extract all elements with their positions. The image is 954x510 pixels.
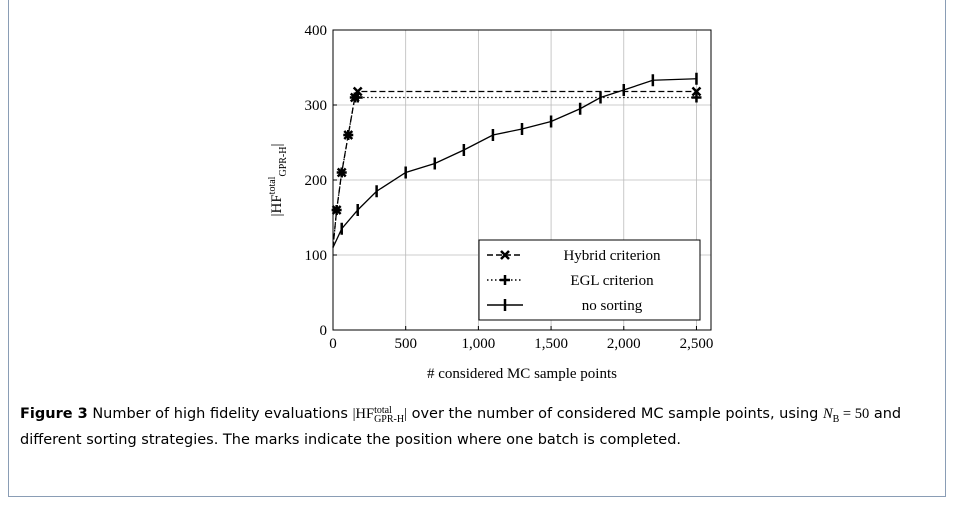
caption-label: Figure 3 [20,406,88,422]
legend-label: EGL criterion [570,273,654,289]
batch-marker [336,167,347,178]
x-tick-label: 0 [329,336,337,352]
math-base: |HF [352,406,375,422]
caption-text: over the number of considered MC sample … [411,406,819,422]
x-axis-label: # considered MC sample points [427,366,617,382]
figure-frame [8,0,946,497]
x-tick-label: 500 [394,336,417,352]
y-tick-label: 0 [320,323,328,339]
chart: 0 500 1,000 1,500 2,000 2,500 0 100 200 300 400 # c… [267,23,714,382]
legend-marker [500,250,510,260]
batch-marker [331,205,342,215]
series-line [332,78,697,248]
legend-marker [500,275,510,285]
math-end: | [404,406,407,422]
caption-math: NB = 50 [822,406,870,425]
batch-marker [352,92,363,103]
caption-text: and different sorting strategies. The ma… [20,406,902,448]
y-tick-label: 100 [305,248,328,264]
y-tick-label: 200 [305,173,328,189]
batch-marker [691,92,702,103]
y-label-sub: GPR-H [278,147,289,177]
x-tick-label: 1,500 [534,336,568,352]
math-end: = 50 [839,406,870,422]
x-tick-label: 2,000 [607,336,641,352]
y-label-base: |HF [269,194,285,216]
batch-marker [691,86,702,97]
math-sub: GPR-H [374,413,405,425]
math-sup: total [374,404,392,416]
batch-marker [343,130,354,140]
math-base: N [822,406,833,422]
y-label-end: | [269,144,285,147]
plot-frame [332,29,712,331]
legend-label: no sorting [582,298,643,314]
series-line [332,90,697,248]
math-sub: B [832,413,840,425]
y-label-sup: total [267,176,278,194]
legend-label: Hybrid criterion [563,248,661,264]
caption-text: Number of high fidelity evaluations [92,406,348,422]
y-tick-label: 300 [305,98,328,114]
series-line [332,96,697,248]
math-stack: total GPR-H [374,404,405,425]
x-tick-label: 1,000 [462,336,496,352]
caption-math: |HFtotal GPR-H| [352,404,407,425]
x-tick-label: 2,500 [680,336,714,352]
y-axis-label: |HFtotalGPR-H| [267,144,289,217]
caption: Figure 3 Number of high fidelity evaluat… [20,404,920,450]
y-tick-label: 400 [305,23,328,39]
